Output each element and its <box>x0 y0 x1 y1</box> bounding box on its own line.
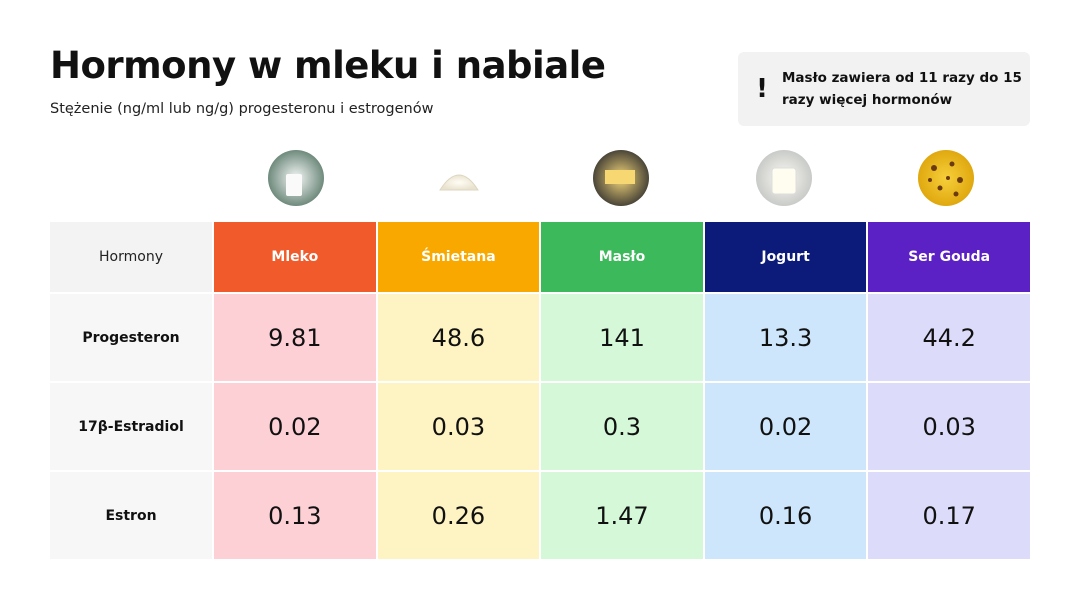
column-header: Ser Gouda <box>868 222 1030 292</box>
value-cell: 0.02 <box>214 383 376 470</box>
value-cell: 9.81 <box>214 294 376 381</box>
column-header: Jogurt <box>704 222 867 292</box>
cream-icon <box>439 174 479 191</box>
value-cell: 0.03 <box>377 383 540 470</box>
value-cell: 0.02 <box>704 383 867 470</box>
row-label: Progesteron <box>50 294 212 381</box>
note: ! Masło zawiera od 11 razy do 15 razy wi… <box>738 52 1030 126</box>
value-cell: 13.3 <box>704 294 867 381</box>
column-header: Masło <box>541 222 703 292</box>
subtitle: Stężenie (ng/ml lub ng/g) progesteronu i… <box>50 101 434 117</box>
value-cell: 44.2 <box>868 294 1030 381</box>
butter-block <box>605 170 635 184</box>
value-cell: 0.3 <box>541 383 703 470</box>
corner-header: Hormony <box>50 222 212 292</box>
column-header: Mleko <box>214 222 376 292</box>
title: Hormony w mleku i nabiale <box>50 44 606 87</box>
note-text: Masło zawiera od 11 razy do 15 razy więc… <box>782 70 1022 108</box>
value-cell: 0.26 <box>377 472 540 559</box>
table: Hormony Mleko Śmietana Masło Jogurt Ser Gouda… <box>50 222 1030 559</box>
cheese-holes <box>928 161 963 197</box>
value-cell: 0.03 <box>868 383 1030 470</box>
value-cell: 0.13 <box>214 472 376 559</box>
value-cell: 1.47 <box>541 472 703 559</box>
milk-glass <box>286 174 302 196</box>
value-cell: 0.17 <box>868 472 1030 559</box>
value-cell: 141 <box>541 294 703 381</box>
row-label: 17β-Estradiol <box>50 383 212 470</box>
note-icon: ! <box>756 74 768 104</box>
column-header: Śmietana <box>377 222 540 292</box>
food-icons <box>268 150 974 206</box>
value-cell: 48.6 <box>377 294 540 381</box>
row-label: Estron <box>50 472 212 559</box>
yogurt-cup <box>771 167 797 195</box>
value-cell: 0.16 <box>704 472 867 559</box>
